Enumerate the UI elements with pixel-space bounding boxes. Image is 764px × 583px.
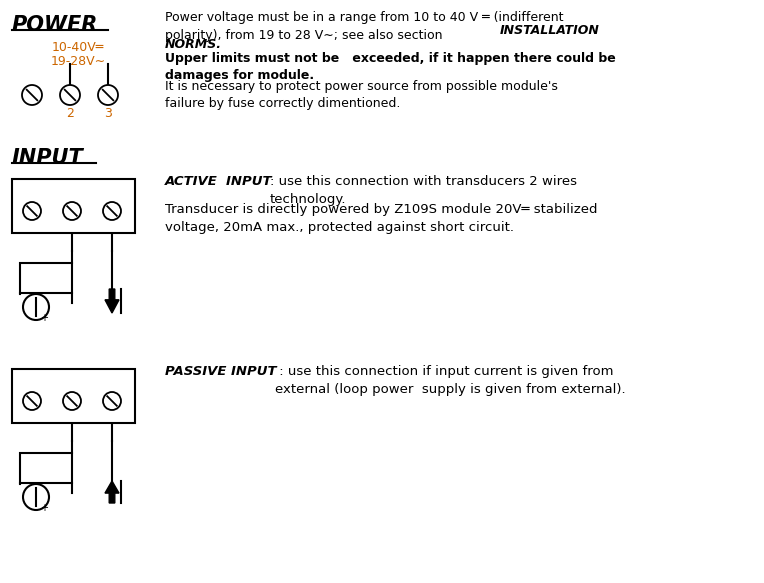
Text: : use this connection with transducers 2 wires
technology.: : use this connection with transducers 2…	[270, 175, 577, 205]
Text: mA: mA	[28, 267, 48, 277]
Text: 3: 3	[104, 107, 112, 120]
Circle shape	[63, 202, 81, 220]
Text: POWER: POWER	[12, 15, 99, 35]
Text: It is necessary to protect power source from possible module's
failure by fuse c: It is necessary to protect power source …	[165, 80, 558, 111]
Text: 8: 8	[67, 189, 77, 203]
Text: Power voltage must be in a range from 10 to 40 V ═ (indifferent
polarity), from : Power voltage must be in a range from 10…	[165, 11, 564, 41]
Text: mA: mA	[28, 457, 48, 467]
Circle shape	[103, 392, 121, 410]
Circle shape	[63, 392, 81, 410]
Text: 10-40V═: 10-40V═	[52, 41, 104, 54]
Circle shape	[103, 202, 121, 220]
Text: 9: 9	[107, 189, 117, 203]
Text: 9: 9	[107, 379, 117, 393]
Circle shape	[23, 392, 41, 410]
Text: 19-28V∼: 19-28V∼	[50, 55, 105, 68]
Text: 2: 2	[66, 107, 74, 120]
Circle shape	[22, 85, 42, 105]
Polygon shape	[105, 289, 119, 313]
Text: : use this connection if input current is given from
external (loop power  suppl: : use this connection if input current i…	[275, 365, 626, 395]
Text: NORMS.: NORMS.	[165, 38, 222, 51]
Text: INPUT: INPUT	[12, 148, 84, 168]
Text: +: +	[40, 503, 48, 513]
Circle shape	[23, 484, 49, 510]
Text: Transducer is directly powered by Z109S module 20V═ stabilized
voltage, 20mA max: Transducer is directly powered by Z109S …	[165, 203, 597, 234]
Text: +: +	[40, 313, 48, 323]
Circle shape	[60, 85, 80, 105]
Text: 7: 7	[28, 189, 37, 203]
Text: ACTIVE  INPUT: ACTIVE INPUT	[165, 175, 273, 188]
Bar	[12, 369, 135, 423]
Circle shape	[98, 85, 118, 105]
Text: 8: 8	[67, 379, 77, 393]
Text: INSTALLATION: INSTALLATION	[500, 24, 600, 37]
Circle shape	[23, 202, 41, 220]
Circle shape	[23, 294, 49, 320]
Text: PASSIVE INPUT: PASSIVE INPUT	[165, 365, 277, 378]
Text: 7: 7	[28, 379, 37, 393]
Bar	[20, 263, 72, 293]
Polygon shape	[105, 481, 119, 503]
Bar	[12, 179, 135, 233]
Text: Upper limits must not be   exceeded, if it happen there could be
damages for mod: Upper limits must not be exceeded, if it…	[165, 52, 616, 83]
Bar	[20, 453, 72, 483]
